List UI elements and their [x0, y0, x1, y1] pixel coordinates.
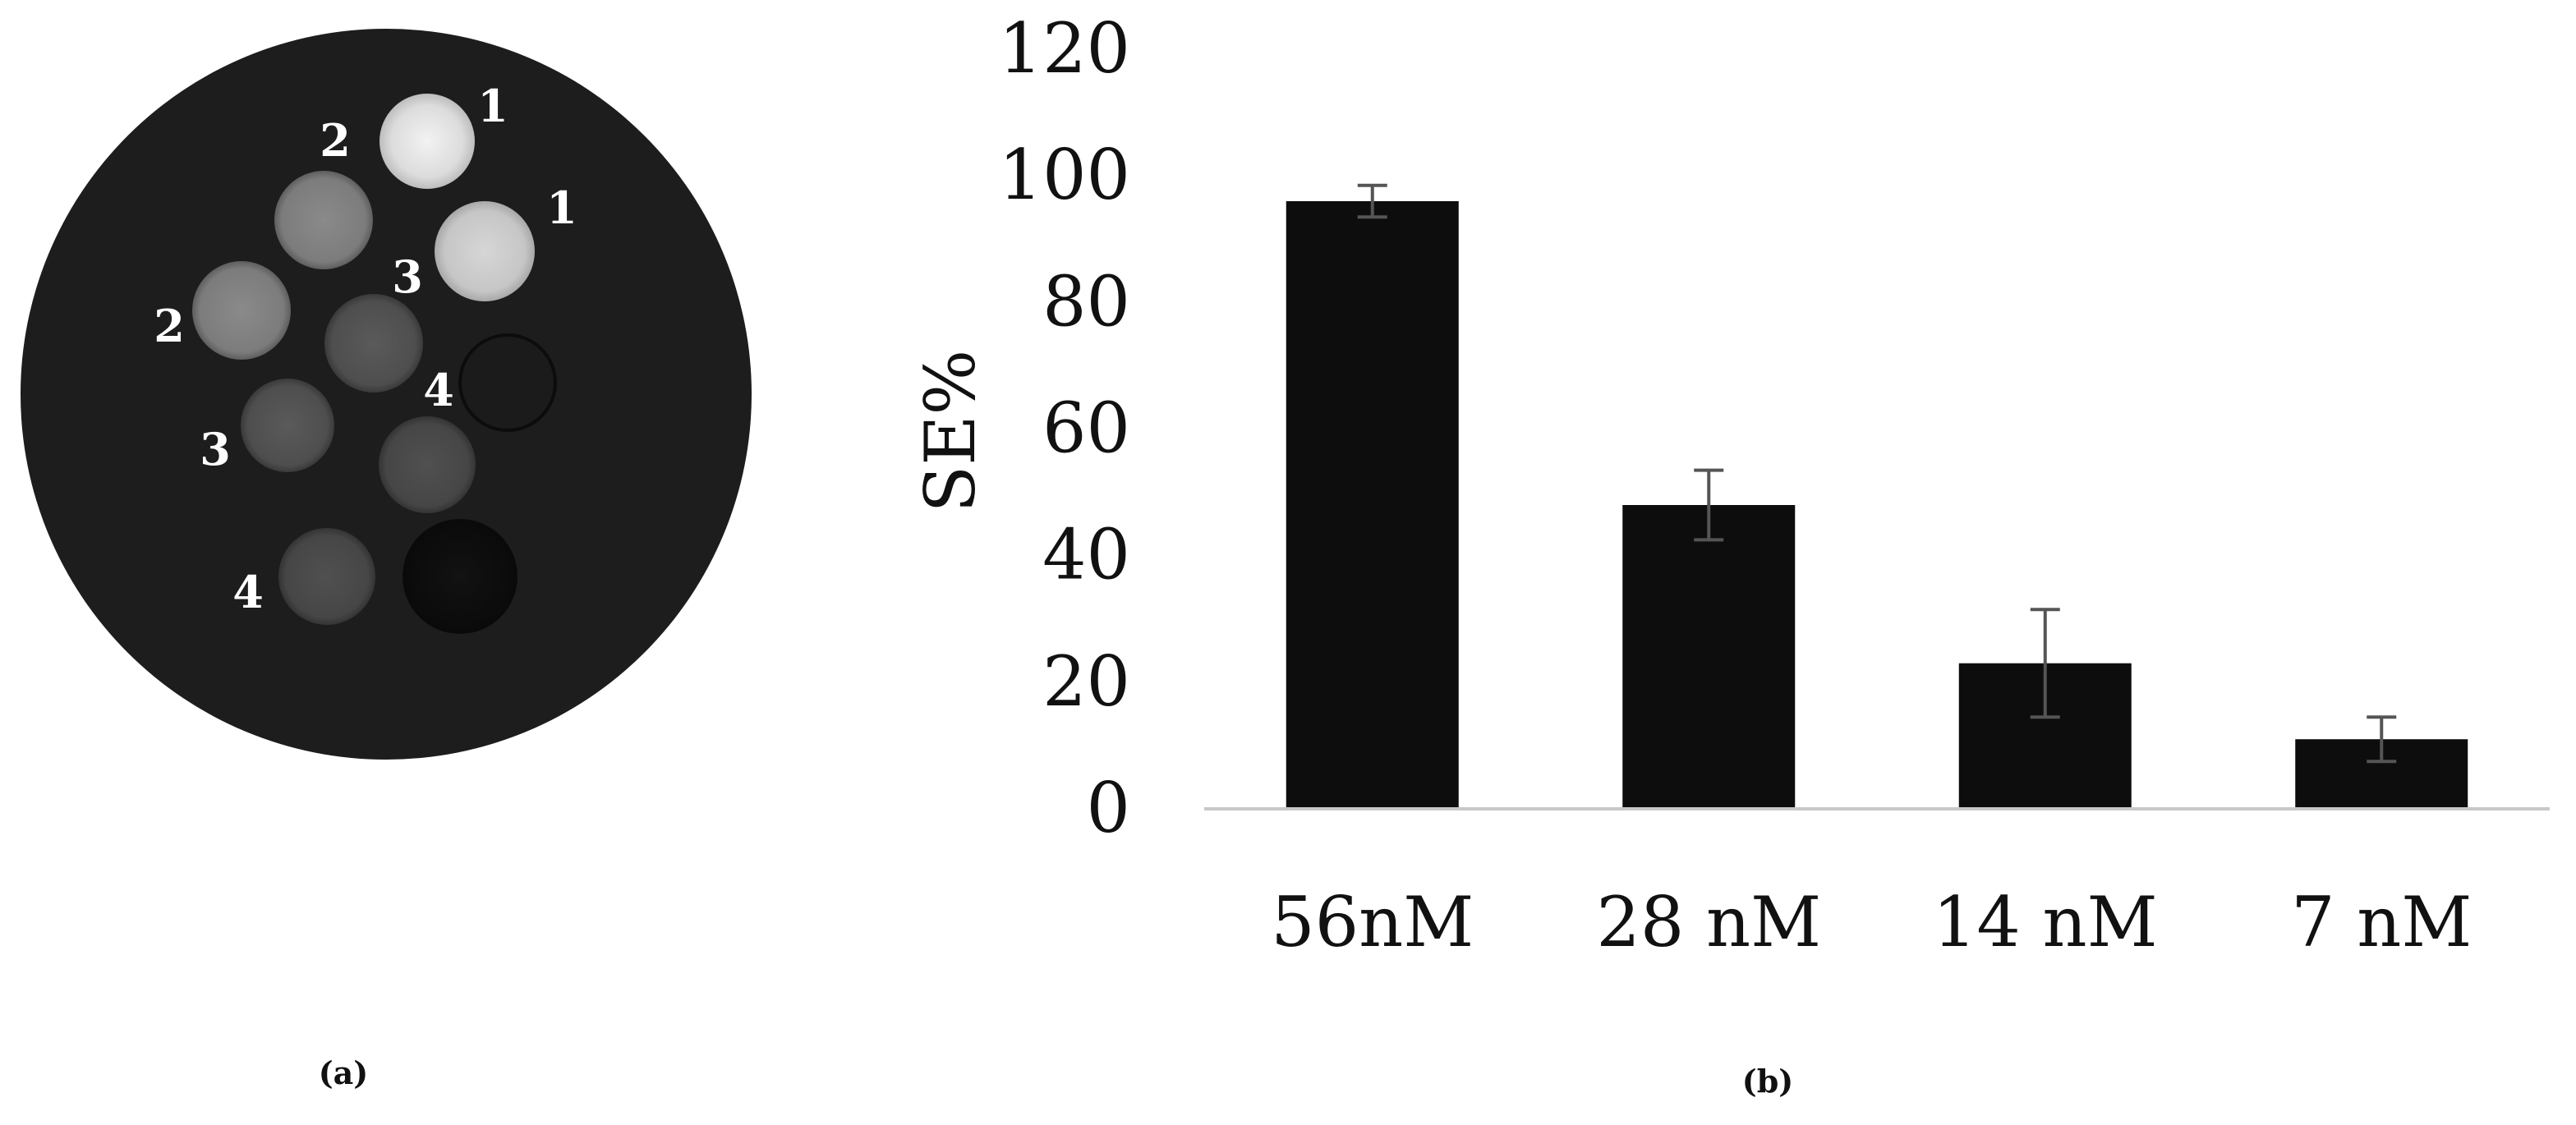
- phantom-spot-3b: [241, 379, 334, 472]
- bar: [1286, 201, 1459, 809]
- phantom-number-2a: 2: [320, 114, 351, 167]
- phantom-image: 1 1 2 2 3 3 4 4: [21, 29, 752, 760]
- panel-label-a: (a): [319, 1054, 369, 1091]
- y-axis-title: SE%: [910, 350, 991, 513]
- x-tick-label: 7 nM: [2291, 882, 2472, 962]
- panel-label-b: (b): [1742, 1063, 1794, 1100]
- y-tick-label: 100: [999, 135, 1130, 215]
- phantom-spot-4b: [278, 528, 375, 625]
- y-tick-label: 60: [1042, 388, 1130, 469]
- phantom-spot-1a: [380, 94, 475, 189]
- phantom-disk: [21, 29, 752, 760]
- phantom-number-1a: 1: [477, 80, 508, 132]
- x-tick-label: 56nM: [1271, 882, 1474, 962]
- phantom-spot-2b: [192, 261, 291, 360]
- y-tick-label: 80: [1042, 261, 1130, 342]
- bar-chart: 0 20 40 60 80 100 120 SE% 56nM 28 nM 14 nM 7 nM: [910, 8, 2550, 962]
- phantom-number-1b: 1: [546, 181, 577, 234]
- y-tick-label: 0: [1087, 768, 1130, 848]
- phantom-number-4a: 4: [423, 364, 454, 416]
- phantom-number-3a: 3: [392, 250, 423, 303]
- x-tick-label: 28 nM: [1596, 882, 1821, 962]
- y-tick-label: 120: [999, 8, 1130, 89]
- phantom-spot-3a: [324, 294, 423, 393]
- phantom-number-4b: 4: [232, 566, 264, 618]
- phantom-spot-1b: [435, 201, 535, 301]
- y-tick-label: 20: [1042, 641, 1130, 722]
- phantom-spot-4a: [379, 416, 476, 513]
- phantom-number-3b: 3: [200, 423, 231, 475]
- phantom-number-2b: 2: [154, 300, 185, 352]
- y-tick-label: 40: [1042, 515, 1130, 595]
- x-tick-label: 14 nM: [1933, 882, 2158, 962]
- phantom-spot-control-b: [402, 519, 518, 634]
- phantom-spot-control-a: [458, 333, 557, 432]
- bar: [1622, 505, 1796, 809]
- phantom-spot-2a: [274, 171, 373, 269]
